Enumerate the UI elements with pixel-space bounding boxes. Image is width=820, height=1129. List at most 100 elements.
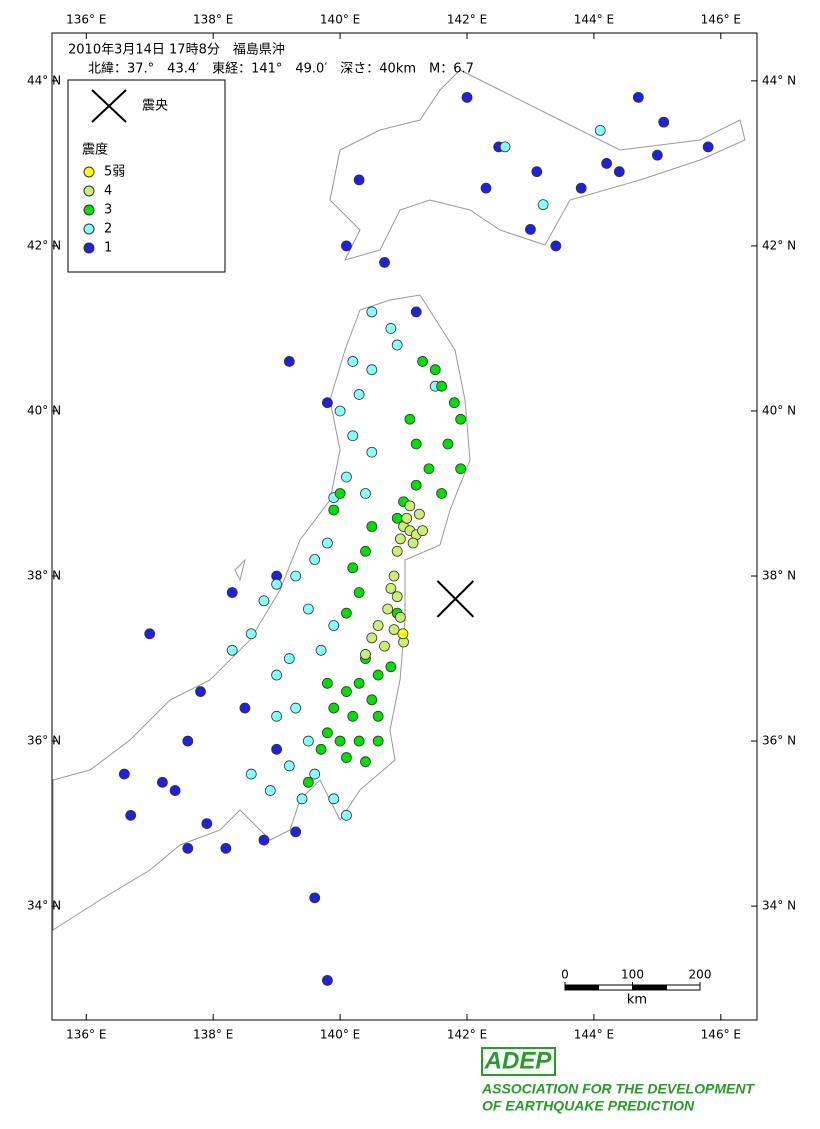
station-marker — [226, 587, 238, 598]
station-marker — [394, 533, 406, 545]
station-marker — [436, 488, 448, 499]
station-marker — [144, 628, 156, 640]
station-marker — [385, 323, 397, 334]
station-marker — [407, 537, 419, 549]
station-marker — [201, 818, 213, 829]
y-tick-label: 44° N — [762, 73, 796, 87]
y-tick-label: 44° N — [27, 73, 61, 87]
y-tick-label: 34° N — [27, 899, 61, 913]
station-marker — [334, 735, 346, 747]
scale-tick-label: 200 — [689, 968, 712, 982]
station-marker — [410, 479, 422, 491]
station-marker — [480, 182, 492, 194]
legend-label: 2 — [104, 222, 112, 237]
station-marker — [537, 199, 549, 211]
station-marker — [315, 644, 327, 656]
station-marker — [328, 620, 340, 631]
station-marker — [442, 438, 454, 450]
coastlines — [52, 69, 746, 931]
station-marker — [347, 562, 359, 574]
station-marker — [360, 545, 371, 557]
scale-bar-segment — [633, 985, 667, 990]
station-marker — [226, 644, 238, 656]
honshu — [52, 294, 471, 931]
station-marker — [271, 710, 283, 722]
station-marker — [239, 702, 251, 714]
legend-label: 3 — [104, 203, 112, 218]
station-marker — [353, 389, 365, 400]
station-marker — [341, 686, 352, 697]
station-marker — [245, 768, 257, 780]
station-marker — [328, 793, 340, 805]
logo-line: ASSOCIATION FOR THE DEVELOPMENT — [481, 1081, 755, 1097]
station-marker — [264, 785, 276, 796]
legend-label: 5弱 — [104, 165, 125, 180]
station-marker — [658, 116, 670, 128]
x-tick-label: 142° E — [447, 1028, 487, 1042]
station-marker — [436, 380, 448, 392]
station-marker — [341, 752, 352, 763]
x-tick-label: 140° E — [320, 13, 360, 27]
station-marker — [366, 632, 378, 644]
station-marker — [328, 504, 340, 516]
station-marker — [499, 141, 511, 153]
station-marker — [118, 768, 130, 780]
x-tick-label: 140° E — [320, 1028, 360, 1042]
logo-line: OF EARTHQUAKE PREDICTION — [482, 1098, 695, 1114]
station-marker — [347, 356, 359, 367]
logo-box — [481, 1047, 556, 1076]
station-marker — [372, 735, 384, 747]
legend-swatch — [83, 185, 95, 197]
station-marker — [322, 974, 333, 986]
station-marker — [385, 661, 397, 673]
scale-tick-label: 0 — [561, 968, 569, 982]
x-tick-label: 146° E — [701, 13, 741, 27]
scale-unit: km — [627, 993, 647, 1008]
station-marker — [322, 677, 333, 689]
station-marker — [309, 554, 321, 565]
station-marker — [290, 826, 302, 838]
station-marker — [366, 306, 378, 318]
station-marker — [302, 735, 314, 747]
station-marker — [220, 842, 232, 854]
station-marker — [594, 124, 606, 136]
y-tick-label: 42° N — [27, 238, 61, 252]
station-marker — [322, 537, 333, 549]
y-tick-label: 34° N — [762, 899, 796, 913]
station-marker — [245, 628, 257, 640]
station-marker — [531, 166, 543, 178]
station-marker — [382, 603, 394, 615]
legend-label: 4 — [104, 184, 112, 199]
x-tick-label: 136° E — [66, 13, 106, 27]
legend-title: 震度 — [82, 142, 108, 158]
station-marker — [309, 768, 321, 780]
station-marker — [391, 512, 403, 524]
station-marker — [379, 257, 390, 268]
station-marker — [575, 182, 587, 194]
station-marker — [302, 776, 314, 788]
station-marker — [271, 743, 283, 755]
legend-swatch — [83, 166, 95, 178]
logo-mark: ADEP — [484, 1047, 553, 1074]
station-marker — [404, 500, 416, 512]
station-marker — [309, 892, 321, 904]
station-marker — [360, 488, 371, 499]
station-marker — [353, 174, 365, 186]
station-marker — [315, 743, 327, 755]
x-tick-label: 136° E — [66, 1028, 106, 1042]
scale-bar-segment — [565, 985, 599, 990]
y-tick-label: 36° N — [27, 734, 61, 748]
station-marker — [322, 397, 333, 409]
sado — [234, 558, 246, 582]
station-marker — [372, 620, 384, 631]
station-marker — [632, 91, 644, 103]
station-marker — [461, 91, 473, 103]
subtitle: 北緯：37.° 43.4′ 東経：141° 49.0′ 深さ：40km M：6.… — [88, 61, 474, 77]
x-tick-label: 138° E — [193, 1028, 233, 1042]
station-marker — [328, 702, 340, 714]
y-tick-label: 40° N — [27, 403, 61, 417]
station-marker — [125, 809, 137, 821]
station-marker — [379, 640, 390, 652]
